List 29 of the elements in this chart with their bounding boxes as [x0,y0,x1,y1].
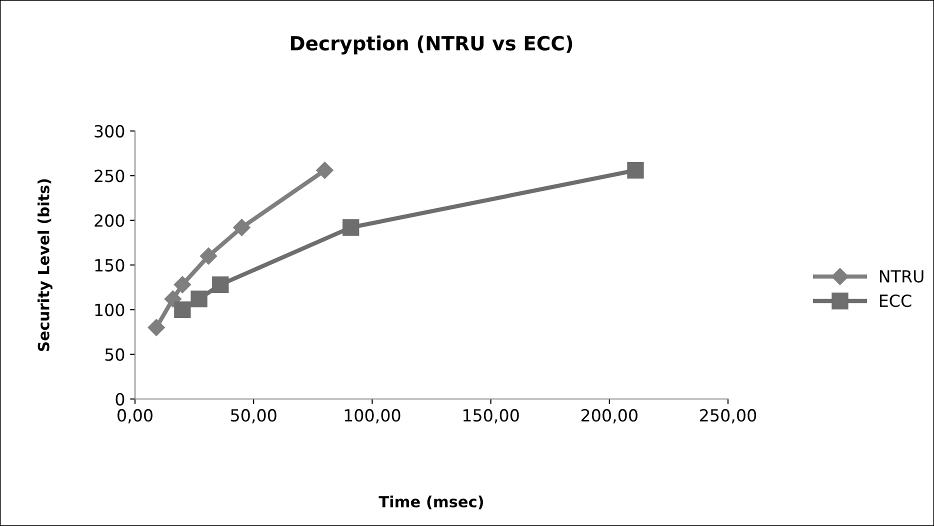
y-tick-label: 150 [95,258,124,272]
point [233,218,250,236]
x-tick-label: 100,00 [344,409,400,424]
chart-title: Decryption (NTRU vs ECC) [290,36,572,54]
y-tick-label: 300 [94,124,124,138]
y-tick-label: 100 [95,304,124,316]
y-tick-label: 50 [105,348,124,361]
x-tick-label: 250,00 [700,409,756,424]
x-axis-title: Time (msec) [378,496,484,510]
y-tick-label: 200 [94,214,124,227]
x-tick-label: 200,00 [581,409,638,424]
point [164,290,182,308]
x-tick-label: 150,00 [463,409,519,424]
point [190,290,208,308]
point [212,276,229,293]
point [342,219,360,236]
point [627,162,644,179]
point [174,276,191,294]
point [148,318,165,336]
point [200,248,218,265]
legend-label: ECC [880,294,912,308]
y-tick-label: 0 [116,392,124,406]
point [316,162,334,179]
legend-label: NTRU [880,270,924,283]
y-axis-title: Security Level (bits) [38,179,52,351]
y-tick-label: 250 [94,170,124,182]
x-tick-label: 50,00 [231,409,276,424]
point [174,301,191,318]
x-tick-label: 0,00 [118,409,152,424]
